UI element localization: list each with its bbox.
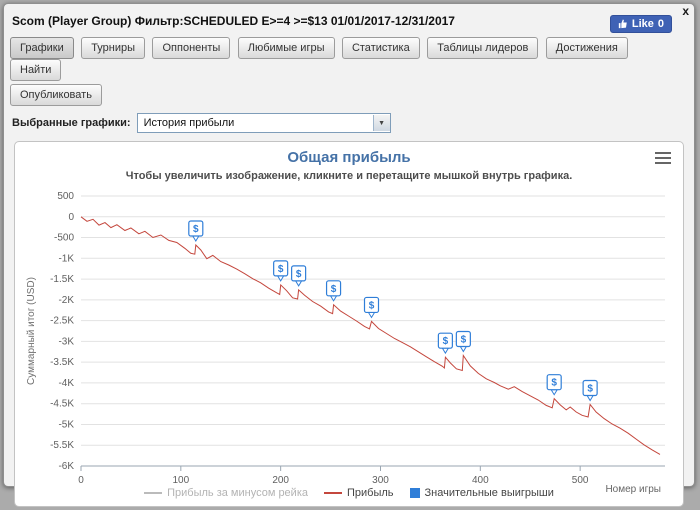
- legend-label-profit-minus-rake: Прибыль за минусом рейка: [167, 487, 308, 499]
- graph-selector-row: Выбранные графики: История прибыли ▼: [4, 109, 694, 139]
- tab-bar: Графики Турниры Оппоненты Любимые игры С…: [4, 35, 694, 106]
- like-count: 0: [657, 18, 664, 30]
- legend-item-profit[interactable]: Прибыль: [324, 487, 394, 499]
- legend-item-profit-minus-rake[interactable]: Прибыль за минусом рейка: [144, 487, 308, 499]
- widget-title: Scom (Player Group) Фильтр:SCHEDULED E>=…: [12, 14, 455, 28]
- svg-text:0: 0: [68, 212, 74, 223]
- svg-text:-1K: -1K: [58, 253, 74, 264]
- svg-text:500: 500: [572, 475, 589, 486]
- svg-text:$: $: [551, 378, 557, 389]
- graph-select[interactable]: История прибыли ▼: [136, 113, 391, 133]
- svg-text:-3.5K: -3.5K: [50, 357, 74, 368]
- chart-subtitle: Чтобы увеличить изображение, кликните и …: [125, 170, 573, 182]
- tab-row-1: Графики Турниры Оппоненты Любимые игры С…: [10, 37, 688, 81]
- legend-item-significant-wins[interactable]: Значительные выигрыши: [409, 487, 554, 499]
- tab-favorite-games[interactable]: Любимые игры: [237, 37, 335, 59]
- svg-text:$: $: [443, 336, 449, 347]
- svg-text:-500: -500: [54, 233, 74, 244]
- svg-text:100: 100: [172, 475, 189, 486]
- svg-text:-5K: -5K: [58, 419, 74, 430]
- tab-leaderboards[interactable]: Таблицы лидеров: [427, 37, 539, 59]
- facebook-like-button[interactable]: Like 0: [609, 15, 672, 33]
- svg-text:-2K: -2K: [58, 295, 74, 306]
- chart-panel: Общая прибыль Чтобы увеличить изображени…: [14, 141, 684, 507]
- chart-legend: Прибыль за минусом рейка Прибыль Значите…: [15, 487, 683, 499]
- svg-text:500: 500: [57, 191, 74, 202]
- tab-publish[interactable]: Опубликовать: [10, 84, 102, 106]
- tab-row-2: Опубликовать: [10, 84, 688, 106]
- svg-text:-4K: -4K: [58, 378, 74, 389]
- svg-text:$: $: [461, 335, 467, 346]
- graph-select-value: История прибыли: [143, 117, 235, 129]
- graph-selector-label: Выбранные графики:: [12, 117, 131, 129]
- svg-text:-3K: -3K: [58, 336, 74, 347]
- profit-chart[interactable]: 500 0 -500 -1K -1.5K -2K -2.5K -3K -3.5K -4K -4.5K…: [23, 188, 675, 510]
- svg-text:Суммарный итог (USD): Суммарный итог (USD): [26, 277, 37, 385]
- tab-opponents[interactable]: Оппоненты: [152, 37, 231, 59]
- svg-text:-6K: -6K: [58, 461, 74, 472]
- tab-tournaments[interactable]: Турниры: [81, 37, 146, 59]
- tab-achievements[interactable]: Достижения: [545, 37, 628, 59]
- chart-menu-icon[interactable]: [655, 152, 671, 164]
- tab-statistics[interactable]: Статистика: [341, 37, 420, 59]
- widget-header: Scom (Player Group) Фильтр:SCHEDULED E>=…: [4, 4, 694, 35]
- like-label: Like: [631, 18, 654, 30]
- svg-text:$: $: [331, 284, 337, 295]
- tab-graphs[interactable]: Графики: [10, 37, 74, 59]
- svg-text:$: $: [296, 269, 302, 280]
- close-icon[interactable]: x: [682, 4, 689, 18]
- svg-text:-1.5K: -1.5K: [50, 274, 74, 285]
- svg-text:200: 200: [272, 475, 289, 486]
- legend-label-significant-wins: Значительные выигрыши: [424, 487, 554, 499]
- xaxis-title: Номер игры: [605, 484, 661, 495]
- thumbs-up-icon: [618, 19, 627, 29]
- svg-text:300: 300: [372, 475, 389, 486]
- player-group-widget: x Scom (Player Group) Фильтр:SCHEDULED E…: [3, 3, 695, 507]
- gray-line-sample: [144, 492, 163, 494]
- legend-label-profit: Прибыль: [347, 487, 394, 499]
- svg-text:$: $: [193, 224, 199, 235]
- svg-text:-4.5K: -4.5K: [50, 399, 74, 410]
- svg-text:400: 400: [472, 475, 489, 486]
- svg-text:$: $: [278, 264, 284, 275]
- svg-text:$: $: [587, 384, 593, 395]
- red-line-sample: [324, 492, 342, 494]
- blue-square-sample: [409, 488, 420, 498]
- chevron-down-icon: ▼: [372, 115, 390, 131]
- svg-text:$: $: [369, 300, 375, 311]
- svg-text:-5.5K: -5.5K: [50, 440, 74, 451]
- tab-search[interactable]: Найти: [10, 59, 62, 81]
- svg-text:-2.5K: -2.5K: [50, 316, 74, 327]
- svg-text:0: 0: [78, 475, 84, 486]
- chart-title: Общая прибыль: [287, 149, 411, 166]
